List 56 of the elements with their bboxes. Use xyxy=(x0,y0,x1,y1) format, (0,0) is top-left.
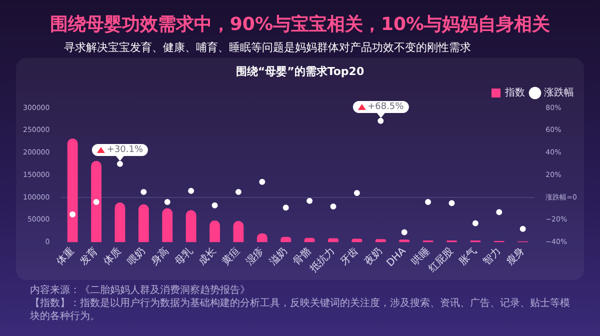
x-tick-label: 瘦身 xyxy=(504,245,527,268)
text: 围绕“母婴”的需求Top20 xyxy=(234,64,366,79)
bar xyxy=(304,238,315,242)
x-tick-label: 溢奶 xyxy=(267,245,290,268)
x-tick-label: 智力 xyxy=(480,245,504,268)
x-tick-label: 胀气 xyxy=(456,245,480,268)
x-tick-label: 喂奶 xyxy=(126,246,148,268)
point xyxy=(330,203,336,210)
point xyxy=(425,199,432,206)
point xyxy=(520,226,526,232)
point xyxy=(472,220,478,226)
data-label: +30.1% xyxy=(106,144,144,155)
point xyxy=(401,229,408,236)
bar xyxy=(399,240,410,242)
x-tick-label: 湿疹 xyxy=(243,245,266,268)
x-tick-label: 身高 xyxy=(148,245,172,268)
point xyxy=(93,199,100,206)
x-tick-label: 体质 xyxy=(101,245,124,268)
bar xyxy=(91,160,102,242)
x-tick-label: 母乳 xyxy=(172,245,196,268)
chart-subtitle: 寻求解决宝宝发育、健康、哺育、睡眠等问题是妈妈群体对产品功效不变的刚性需求 xyxy=(64,40,471,55)
point xyxy=(70,211,76,218)
bar xyxy=(67,138,78,242)
bar xyxy=(138,204,149,242)
point xyxy=(378,118,384,124)
data-label: +68.5% xyxy=(368,102,404,112)
point xyxy=(448,200,455,206)
x-tick-label: 牙齿 xyxy=(338,245,361,268)
point xyxy=(116,160,123,167)
bar xyxy=(210,220,220,242)
bar xyxy=(162,208,173,242)
point xyxy=(235,188,242,195)
bar xyxy=(186,210,196,242)
text: 【指数】：指数是以用户行为数据为基础构建的分析工具，反映关键词的关注度，涉及搜索、资讯、广告、记录、贴士等模块的各种行为。 xyxy=(30,297,571,323)
point xyxy=(212,202,218,208)
point xyxy=(282,204,289,211)
point xyxy=(164,199,170,206)
bar xyxy=(233,220,244,242)
chart-title: 围绕母婴功效需求中，90%与宝宝相关，10%与妈妈自身相关 xyxy=(48,13,552,36)
text: 内容来源：《二胎妈妈人群及消费洞察趋势报告》 xyxy=(30,284,251,297)
point xyxy=(259,178,266,185)
x-tick-label: 夜奶 xyxy=(362,245,385,268)
legend-label: 涨跌幅 xyxy=(544,86,574,99)
point xyxy=(140,188,147,195)
point xyxy=(188,188,194,194)
x-tick-label: 成长 xyxy=(196,245,219,268)
x-tick-label: 体重 xyxy=(54,245,77,268)
bar xyxy=(114,202,126,242)
point xyxy=(496,209,502,216)
bar xyxy=(352,238,362,242)
point xyxy=(306,198,313,204)
point xyxy=(354,190,360,196)
bar xyxy=(375,239,386,242)
x-tick-label: 发育 xyxy=(78,245,100,268)
legend-label: 指数 xyxy=(504,86,525,99)
x-tick-label: 黄疸 xyxy=(220,245,242,268)
